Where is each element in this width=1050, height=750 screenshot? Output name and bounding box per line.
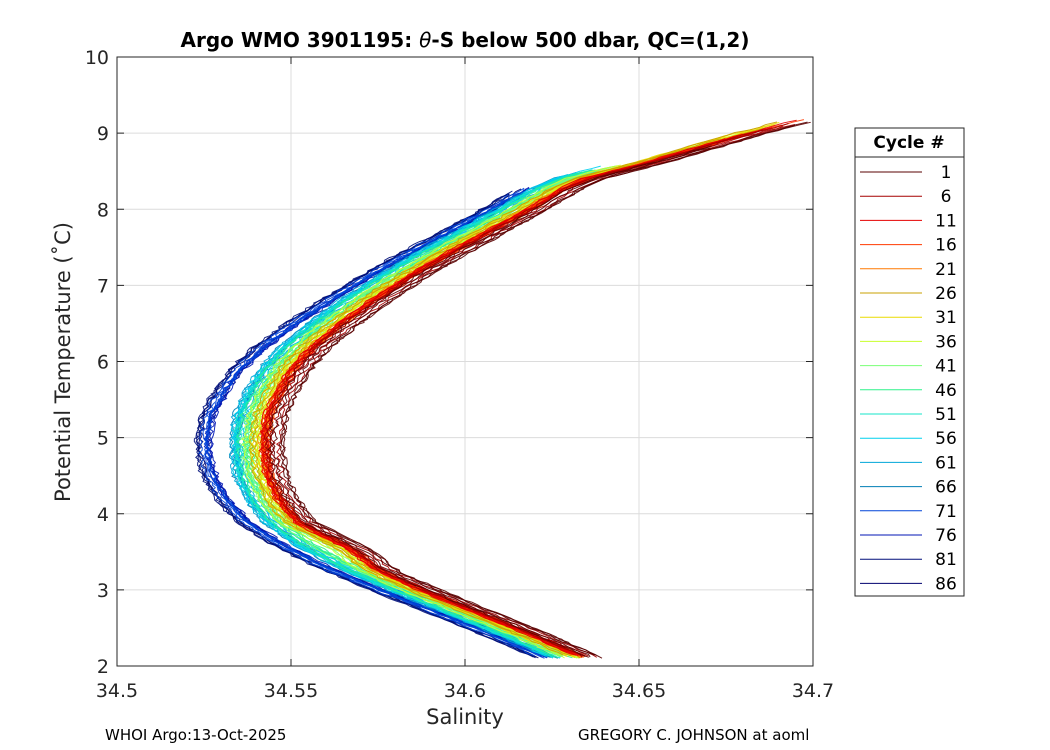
- legend: Cycle # 16111621263136414651566166717681…: [854, 127, 965, 597]
- y-tick-label: 8: [97, 199, 109, 221]
- x-tick-label: 34.5: [96, 680, 138, 702]
- legend-label-cycle-81: 81: [935, 550, 957, 570]
- y-tick-label: 7: [97, 275, 109, 297]
- legend-label-cycle-6: 6: [941, 187, 952, 207]
- axis-ticks: 34.5 34.55 34.6 34.65 34.7 2 3 4 5 6 7 8 9 10: [85, 47, 834, 702]
- legend-label-cycle-76: 76: [935, 526, 957, 546]
- profile-cycle-10: [270, 125, 784, 657]
- profile-cycle-82: [193, 190, 537, 658]
- profile-cycle-71: [202, 187, 543, 658]
- title-suffix: -S below 500 dbar, QC=(1,2): [431, 28, 749, 52]
- profile-cycle-4: [267, 145, 712, 658]
- profile-cycle-54: [233, 169, 593, 658]
- legend-label-cycle-31: 31: [935, 308, 957, 328]
- legend-label-cycle-61: 61: [935, 453, 957, 473]
- y-tick-label: 5: [97, 428, 109, 450]
- profile-cycle-30: [248, 121, 778, 656]
- legend-label-cycle-86: 86: [935, 574, 957, 594]
- title-theta-symbol: θ: [419, 28, 431, 52]
- profile-cycle-1: [280, 124, 796, 659]
- chart-title: Argo WMO 3901195: θ-S below 500 dbar, QC…: [181, 28, 750, 52]
- y-tick-label: 9: [97, 123, 109, 145]
- legend-label-cycle-1: 1: [941, 163, 952, 183]
- title-prefix: Argo WMO 3901195:: [181, 28, 420, 52]
- profile-cycle-8: [265, 144, 710, 657]
- legend-label-cycle-56: 56: [935, 429, 957, 449]
- legend-title: Cycle #: [873, 133, 944, 153]
- legend-label-cycle-26: 26: [935, 284, 957, 304]
- x-tick-label: 34.7: [792, 680, 834, 702]
- y-tick-label: 10: [85, 47, 109, 69]
- profile-cycle-49: [235, 169, 596, 659]
- y-tick-label: 3: [97, 580, 109, 602]
- y-tick-label: 6: [97, 352, 109, 374]
- profile-cycle-11: [260, 134, 739, 656]
- profile-cycle-60: [230, 165, 601, 657]
- x-tick-label: 34.6: [444, 680, 486, 702]
- x-axis-label: Salinity: [426, 705, 504, 729]
- x-tick-label: 34.55: [264, 680, 318, 702]
- legend-label-cycle-51: 51: [935, 405, 957, 425]
- profile-cycle-14: [260, 119, 797, 657]
- legend-label-cycle-21: 21: [935, 260, 957, 280]
- legend-label-cycle-41: 41: [935, 357, 957, 377]
- legend-label-cycle-66: 66: [935, 478, 957, 498]
- profile-cycle-33: [248, 122, 780, 656]
- footer-left: WHOI Argo:13-Oct-2025: [105, 726, 286, 744]
- profile-cycle-3: [271, 147, 710, 658]
- legend-label-cycle-36: 36: [935, 332, 957, 352]
- y-tick-label: 2: [97, 656, 109, 678]
- legend-label-cycle-71: 71: [935, 502, 957, 522]
- profile-cycle-29: [252, 138, 721, 657]
- profile-cycle-12: [262, 135, 736, 657]
- x-tick-label: 34.65: [612, 680, 666, 702]
- profile-cycle-40: [241, 164, 621, 659]
- legend-box: [854, 127, 965, 597]
- legend-label-cycle-16: 16: [935, 236, 957, 256]
- profile-lines: [193, 119, 811, 659]
- legend-label-cycle-11: 11: [935, 211, 957, 231]
- y-axis-label: Potential Temperature (˚C): [51, 222, 75, 502]
- y-tick-label: 4: [97, 504, 109, 526]
- footer-right: GREGORY C. JOHNSON at aoml: [578, 726, 809, 744]
- legend-label-cycle-46: 46: [935, 381, 957, 401]
